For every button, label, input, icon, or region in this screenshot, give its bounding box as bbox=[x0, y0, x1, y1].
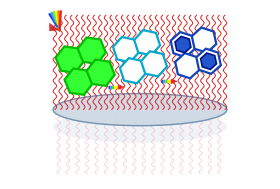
Polygon shape bbox=[65, 68, 93, 95]
Polygon shape bbox=[49, 23, 60, 31]
Polygon shape bbox=[87, 60, 115, 86]
Polygon shape bbox=[196, 49, 221, 74]
Polygon shape bbox=[192, 28, 216, 53]
Polygon shape bbox=[200, 53, 216, 69]
Polygon shape bbox=[120, 58, 146, 83]
Polygon shape bbox=[141, 51, 167, 76]
Polygon shape bbox=[171, 32, 195, 57]
Polygon shape bbox=[134, 30, 160, 55]
Polygon shape bbox=[56, 46, 84, 73]
Polygon shape bbox=[113, 37, 139, 62]
Polygon shape bbox=[78, 37, 106, 64]
Ellipse shape bbox=[53, 94, 227, 126]
Polygon shape bbox=[175, 53, 200, 78]
Polygon shape bbox=[55, 22, 60, 28]
Ellipse shape bbox=[53, 111, 227, 143]
Polygon shape bbox=[175, 36, 191, 53]
